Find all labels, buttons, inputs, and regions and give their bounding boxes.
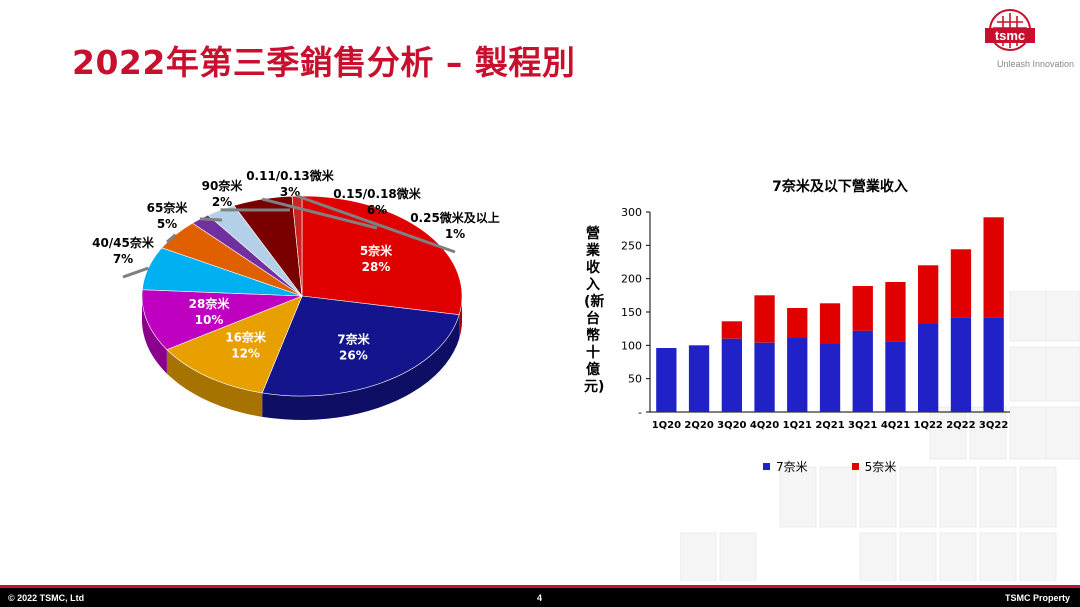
bar-3q21-series-1 bbox=[852, 286, 873, 331]
pie-pct-65: 5% bbox=[157, 217, 177, 231]
tsmc-logo-icon: tsmc bbox=[985, 9, 1035, 51]
pie-pct-5: 28% bbox=[362, 260, 391, 274]
y-tick-label: 250 bbox=[621, 239, 642, 252]
y-tick-label: 300 bbox=[621, 206, 642, 219]
bar-chart-ylabel: 營業收入(新台幣十億元) bbox=[584, 226, 605, 395]
pie-side-16 bbox=[166, 349, 263, 417]
bar-1q21-series-0 bbox=[787, 338, 808, 412]
legend-item-5nm: 5奈米 bbox=[851, 458, 897, 475]
footer-bar: © 2022 TSMC, Ltd 4 TSMC Property bbox=[0, 585, 1080, 607]
x-tick-label: 1Q22 bbox=[914, 420, 943, 431]
pie-label-90: 90奈米 bbox=[202, 178, 244, 193]
x-tick-label: 4Q20 bbox=[750, 420, 779, 431]
pie-top bbox=[141, 195, 463, 397]
y-tick-label: 50 bbox=[628, 373, 642, 386]
bar-2q21-series-1 bbox=[819, 303, 841, 344]
background-tiles bbox=[680, 291, 1080, 581]
pie-label-16: 16奈米 bbox=[225, 330, 267, 345]
legend-label-5nm: 5奈米 bbox=[864, 460, 897, 474]
pie-label-65: 65奈米 bbox=[147, 200, 189, 215]
pie-pct-0-25: 1% bbox=[445, 227, 465, 241]
bar-1q22-series-1 bbox=[918, 265, 939, 324]
pie-label-0-25: 0.25微米及以上 bbox=[410, 210, 500, 225]
pie-label-0-11-0-13: 0.11/0.13微米 bbox=[246, 168, 335, 183]
tagline: Unleash Innovation bbox=[996, 59, 1074, 69]
bar-4q20-series-0 bbox=[754, 342, 775, 412]
x-tick-label: 3Q21 bbox=[848, 420, 877, 431]
tsmc-logo: tsmc bbox=[960, 8, 1060, 74]
pie-leader-0-25 bbox=[296, 194, 456, 254]
page-number: 4 bbox=[537, 593, 543, 603]
pie-pct-0-15-0-18: 6% bbox=[367, 203, 387, 217]
pie-label-7: 7奈米 bbox=[337, 332, 370, 347]
legend-item-7nm: 7奈米 bbox=[763, 458, 808, 475]
footer-copyright: © 2022 TSMC, Ltd bbox=[8, 593, 85, 603]
bar-3q20-series-1 bbox=[721, 321, 742, 339]
slide-title: 2022年第三季銷售分析 – 製程別 bbox=[72, 43, 576, 82]
bar-4q21-series-1 bbox=[885, 282, 906, 342]
bar-chart-title: 7奈米及以下營業收入 bbox=[772, 179, 908, 195]
pie-label-40-45: 40/45奈米 bbox=[92, 235, 155, 250]
pie-leader-65 bbox=[166, 233, 177, 244]
x-tick-label: 2Q21 bbox=[815, 420, 844, 431]
pie-pct-16: 12% bbox=[231, 347, 260, 361]
legend-swatch-7nm bbox=[763, 463, 770, 470]
pie-labels: 5奈米 28% 7奈米 26% 16奈米 12% 28奈米 10% 40/45奈米 7% 65奈米 5… bbox=[92, 168, 500, 363]
revenue-bar-chart: -50 100 150 200 250 300 1Q20 2Q20 3Q20 4Q20 1Q21 2Q… bbox=[610, 200, 1030, 440]
pie-slice-16 bbox=[166, 295, 303, 394]
x-tick-label: 1Q21 bbox=[783, 420, 812, 431]
pie-slice-28 bbox=[141, 289, 303, 350]
bar-2q20-series-0 bbox=[688, 345, 710, 412]
bar-3q20-series-0 bbox=[721, 338, 742, 412]
bar-4q20-series-1 bbox=[754, 295, 775, 343]
bar-4q21-series-0 bbox=[885, 341, 906, 412]
pie-pct-0-11-0-13: 3% bbox=[280, 185, 300, 199]
legend-swatch-5nm bbox=[851, 463, 859, 470]
bar-2q21-series-0 bbox=[819, 344, 841, 412]
pie-pct-7: 26% bbox=[339, 349, 368, 363]
logo-text: tsmc bbox=[995, 28, 1025, 43]
x-tick-label: 3Q20 bbox=[717, 420, 746, 431]
bar-3q22-series-0 bbox=[983, 317, 1004, 412]
x-tick-label: 2Q22 bbox=[946, 420, 975, 431]
x-tick-label: 2Q20 bbox=[684, 420, 713, 431]
pie-chart-svg: 5奈米 28% 7奈米 26% 16奈米 12% 28奈米 10% 40/45奈米 7% 65奈米 5… bbox=[92, 168, 500, 420]
pie-side-7 bbox=[262, 314, 460, 420]
bar-1q22-series-0 bbox=[918, 324, 939, 412]
bar-chart-legend: 7奈米 5奈米 bbox=[763, 458, 896, 475]
y-tick-label: 150 bbox=[621, 306, 642, 319]
pie-leader-40-45 bbox=[122, 266, 149, 279]
pie-label-28: 28奈米 bbox=[189, 296, 231, 311]
bar-3q22-series-1 bbox=[983, 217, 1004, 318]
pie-pct-28: 10% bbox=[195, 313, 224, 327]
x-tick-label: 4Q21 bbox=[881, 420, 910, 431]
y-tick-label: - bbox=[638, 406, 642, 419]
pie-leader-0-15-0-18 bbox=[261, 197, 378, 230]
bar-2q22-series-0 bbox=[950, 317, 972, 412]
x-tick-label: 3Q22 bbox=[979, 420, 1008, 431]
pie-leader-90 bbox=[199, 217, 223, 222]
pie-label-5: 5奈米 bbox=[360, 243, 393, 258]
legend-label-7nm: 7奈米 bbox=[776, 460, 808, 474]
footer-property: TSMC Property bbox=[1004, 593, 1070, 603]
pie-slice-7 bbox=[261, 295, 460, 397]
pie-label-0-15-0-18: 0.15/0.18微米 bbox=[333, 186, 422, 201]
bar-1q20-series-0 bbox=[656, 348, 677, 412]
bar-2q22-series-1 bbox=[950, 249, 972, 318]
pie-pct-90: 2% bbox=[212, 195, 232, 209]
pie-pct-40-45: 7% bbox=[113, 252, 133, 266]
process-pie-chart: 5奈米 28% 7奈米 26% 16奈米 12% 28奈米 10% 40/45奈米 7% 65奈米 5… bbox=[0, 150, 560, 480]
bar-1q21-series-1 bbox=[787, 308, 808, 338]
pie-slice-5 bbox=[301, 195, 463, 316]
y-tick-label: 200 bbox=[621, 273, 642, 286]
y-tick-label: 100 bbox=[621, 339, 642, 352]
x-tick-label: 1Q20 bbox=[652, 420, 681, 431]
bar-3q21-series-0 bbox=[852, 330, 873, 412]
